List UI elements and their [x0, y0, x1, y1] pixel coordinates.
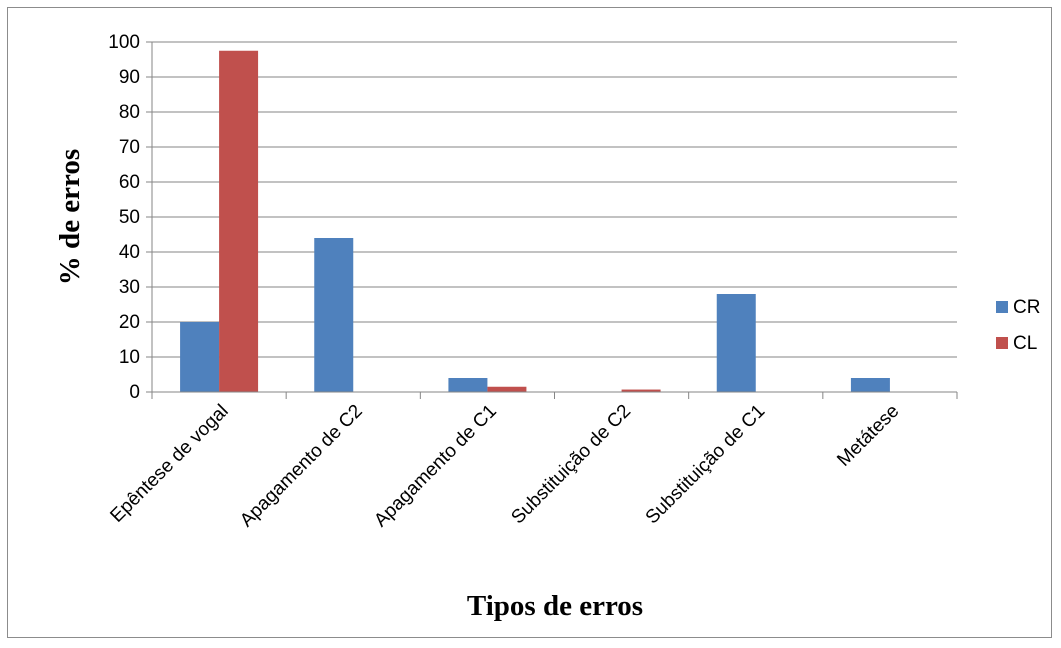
x-tick-label: Apagamento de C2	[236, 401, 367, 532]
legend-swatch-cl	[996, 337, 1008, 349]
bar-cr	[850, 378, 890, 392]
axes	[146, 41, 958, 399]
gridlines	[152, 41, 957, 358]
bar-cr	[448, 378, 488, 392]
bar-cr	[314, 238, 354, 392]
legend-swatch-cr	[996, 301, 1008, 313]
y-tick-label: 10	[119, 347, 140, 368]
legend-label-cr: CR	[1013, 297, 1040, 318]
x-axis-title: Tipos de erros	[467, 590, 643, 622]
legend-label-cl: CL	[1013, 333, 1037, 354]
y-tick-label: 20	[119, 312, 140, 333]
bar-cr	[180, 322, 220, 392]
x-tick-label: Apagamento de C1	[370, 401, 501, 532]
x-tick-label: Substituição de C2	[507, 401, 635, 529]
bar-cl	[219, 50, 259, 392]
x-tick-label: Metátese	[833, 401, 903, 471]
y-tick-labels: 0 10 20 30 40 50 60 70 80 90 100	[108, 32, 140, 403]
legend: CR CL	[996, 297, 1040, 354]
y-tick-label: 80	[119, 102, 140, 123]
x-tick-label: Epêntese de vogal	[106, 401, 232, 527]
y-tick-label: 100	[108, 32, 140, 53]
y-tick-label: 50	[119, 207, 140, 228]
x-tick-label: Substituição de C1	[642, 401, 770, 529]
bar-cl	[621, 389, 661, 392]
bar-cr	[716, 294, 756, 392]
bars	[180, 50, 890, 392]
y-tick-label: 90	[119, 67, 140, 88]
y-axis-title: % de erros	[54, 149, 86, 285]
y-tick-label: 0	[129, 382, 140, 403]
y-tick-label: 30	[119, 277, 140, 298]
y-tick-label: 60	[119, 172, 140, 193]
y-tick-label: 70	[119, 137, 140, 158]
bar-cl	[487, 386, 527, 392]
y-tick-label: 40	[119, 242, 140, 263]
x-tick-labels: Epêntese de vogal Apagamento de C2 Apagame…	[106, 401, 903, 532]
